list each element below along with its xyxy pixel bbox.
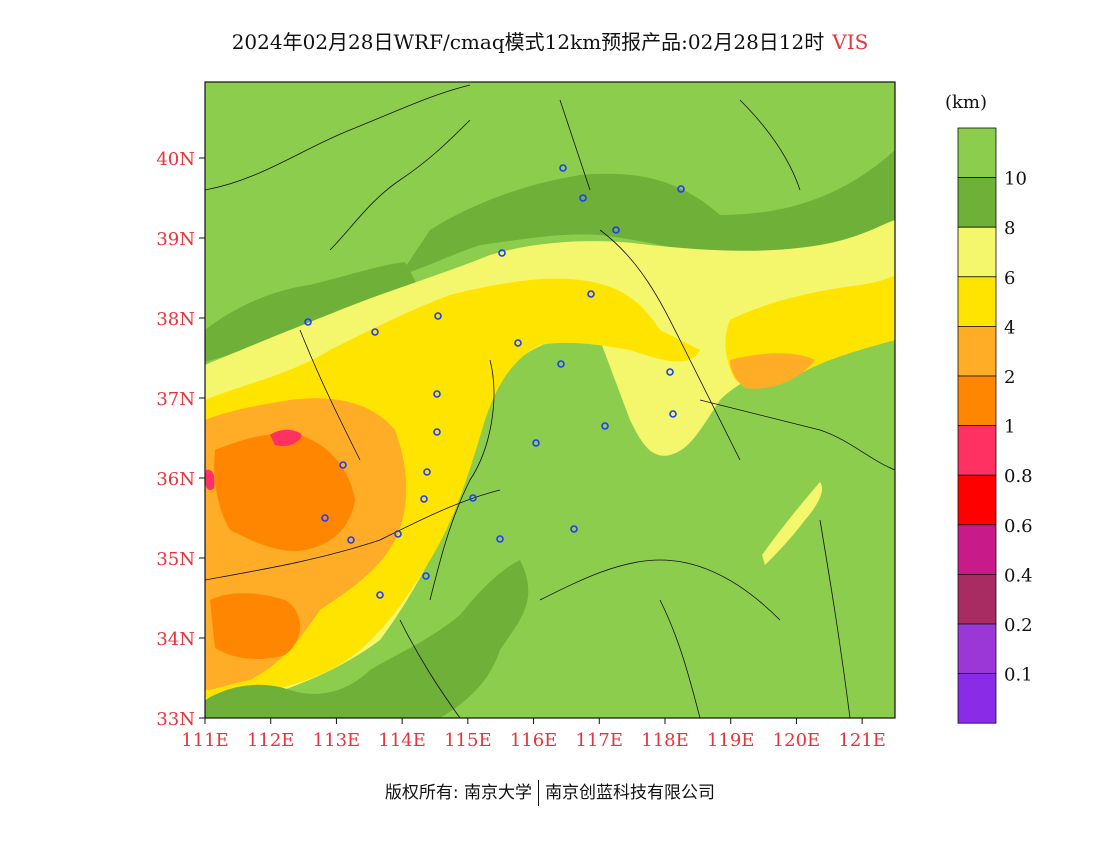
coastal-strip	[762, 482, 823, 565]
station-marker	[469, 494, 477, 502]
lon-label: 113E	[313, 730, 361, 751]
lon-label: 112E	[247, 730, 295, 751]
legend-swatch	[957, 226, 997, 278]
station-marker	[433, 390, 441, 398]
station-marker	[339, 461, 347, 469]
lon-label: 111E	[181, 730, 229, 751]
map-field	[205, 82, 895, 718]
legend-swatch	[957, 325, 997, 377]
lat-label: 35N	[156, 549, 195, 570]
station-marker	[371, 328, 379, 336]
footer-copyright: 版权所有: 南京大学	[384, 783, 533, 803]
lat-label: 37N	[156, 389, 195, 410]
legend-swatch	[957, 425, 997, 476]
station-marker	[669, 410, 677, 418]
legend-label: 6	[1004, 268, 1015, 289]
band-orange-south	[210, 593, 300, 660]
map-title: 2024年02月28日WRF/cmaq模式12km预报产品:02月28日12时 V…	[0, 26, 1100, 55]
band-dark-green-north	[400, 150, 895, 275]
lat-label: 34N	[156, 629, 195, 650]
footer-company: 南京创蓝科技有限公司	[545, 783, 716, 803]
station-marker	[557, 360, 565, 368]
lon-label: 115E	[444, 730, 492, 751]
legend-swatch	[957, 673, 997, 724]
title-main: 2024年02月28日WRF/cmaq模式12km预报产品:02月28日12时	[231, 30, 825, 54]
station-marker	[677, 185, 685, 193]
spot-red-2	[205, 469, 215, 490]
footer-separator	[538, 780, 540, 806]
spot-red-1	[270, 429, 302, 447]
station-marker	[514, 339, 522, 347]
lon-label: 118E	[641, 730, 689, 751]
station-marker	[666, 368, 674, 376]
station-marker	[433, 428, 441, 436]
station-marker	[420, 495, 428, 503]
title-variable: VIS	[832, 30, 869, 54]
legend-swatch	[957, 474, 997, 526]
band-light-orange-east	[730, 353, 815, 389]
station-marker	[601, 422, 609, 430]
lat-label: 39N	[156, 229, 195, 250]
station-marker	[612, 226, 620, 234]
station-marker	[532, 439, 540, 447]
legend-label: 10	[1004, 169, 1027, 190]
legend-swatch	[957, 127, 997, 178]
lon-label: 114E	[378, 730, 426, 751]
legend-swatch	[957, 623, 997, 674]
legend-label: 0.6	[1004, 516, 1033, 537]
station-marker	[347, 536, 355, 544]
legend-swatch	[957, 177, 997, 228]
lat-label: 38N	[156, 309, 195, 330]
legend-label: 0.2	[1004, 615, 1033, 636]
legend-label: 8	[1004, 218, 1015, 239]
lon-label: 121E	[838, 730, 886, 751]
lon-label: 117E	[576, 730, 624, 751]
legend-swatch	[957, 276, 997, 327]
station-marker	[570, 525, 578, 533]
legend-label: 0.8	[1004, 466, 1033, 487]
station-marker	[498, 249, 506, 257]
legend-label: 1	[1004, 417, 1015, 438]
station-marker	[579, 194, 587, 202]
legend-label: 0.4	[1004, 565, 1033, 586]
legend-label: 2	[1004, 367, 1015, 388]
station-marker	[434, 312, 442, 320]
legend-unit: (km)	[945, 92, 987, 113]
station-markers	[304, 164, 685, 599]
lat-label: 33N	[156, 709, 195, 730]
legend-label: 4	[1004, 317, 1015, 338]
station-marker	[394, 530, 402, 538]
station-marker	[376, 591, 384, 599]
legend-swatch	[957, 574, 997, 625]
lon-label: 116E	[510, 730, 558, 751]
station-marker	[304, 318, 312, 326]
lat-label: 40N	[156, 149, 195, 170]
legend-label: 0.1	[1004, 665, 1033, 686]
band-dark-green-south	[205, 560, 529, 718]
legend-swatch	[957, 375, 997, 426]
station-marker	[423, 468, 431, 476]
band-orange	[214, 433, 355, 551]
station-marker	[321, 514, 329, 522]
station-marker	[559, 164, 567, 172]
lon-label: 120E	[773, 730, 821, 751]
admin-boundaries	[205, 84, 895, 718]
station-marker	[496, 535, 504, 543]
lat-label: 36N	[156, 469, 195, 490]
station-marker	[587, 290, 595, 298]
footer: 版权所有: 南京大学 南京创蓝科技有限公司	[0, 778, 1100, 806]
legend-swatch	[957, 524, 997, 575]
lon-label: 119E	[707, 730, 755, 751]
station-marker	[422, 572, 430, 580]
band-dark-green-west	[205, 262, 420, 362]
map-frame	[204, 81, 896, 719]
color-legend: (km) 10 8 6 4 2 1 0.8 0.6 0.4 0.2 0.1	[945, 92, 1033, 724]
